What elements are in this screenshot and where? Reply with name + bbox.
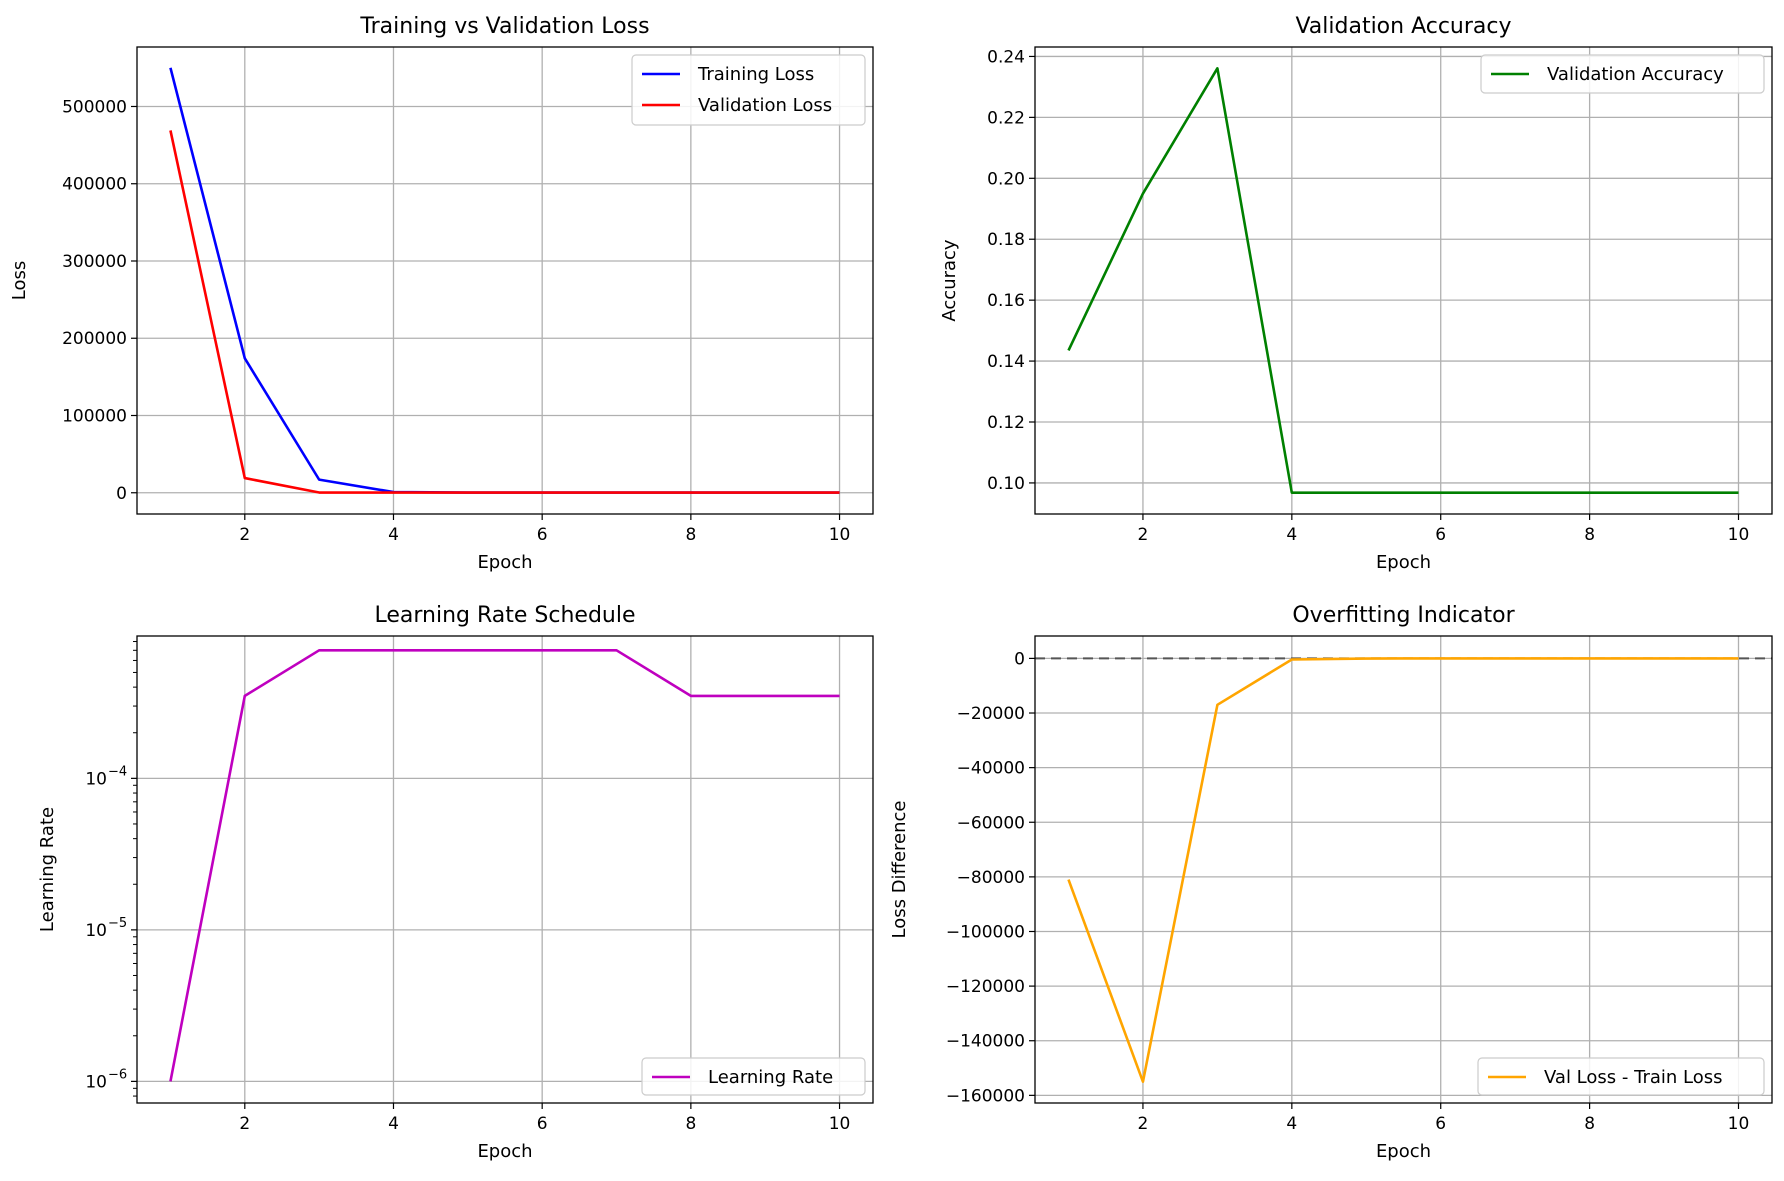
legend-box bbox=[1477, 1057, 1765, 1096]
x-tick-label: 4 bbox=[1286, 1114, 1297, 1134]
x-tick-label: 10 bbox=[1728, 525, 1750, 545]
y-tick-label: 0 bbox=[1014, 649, 1025, 669]
chart-title: Overfitting Indicator bbox=[1292, 603, 1515, 628]
x-tick-label: 2 bbox=[1138, 525, 1149, 545]
chart-title: Learning Rate Schedule bbox=[374, 603, 635, 628]
x-tick-label: 8 bbox=[1584, 525, 1595, 545]
y-tick-label: 10 bbox=[85, 1072, 107, 1092]
y-tick-label: 500000 bbox=[62, 97, 127, 117]
legend-label: Validation Accuracy bbox=[1547, 64, 1724, 85]
y-tick-label: 0.24 bbox=[987, 47, 1025, 67]
y-tick-exponent: −4 bbox=[108, 764, 127, 779]
x-tick-label: 4 bbox=[388, 525, 399, 545]
chart-overfit: 2 4 6 8 10 0 −20000 −40000 −60000 −80000 −100000 −1… bbox=[889, 603, 1773, 1162]
x-axis-label: Epoch bbox=[477, 552, 532, 573]
y-tick-label: 0.22 bbox=[987, 108, 1025, 128]
chart-accuracy: 2 4 6 8 10 0.10 0.12 0.14 0.16 0.18 0.20 0.22 0.24 Va… bbox=[939, 14, 1773, 573]
chart-title: Validation Accuracy bbox=[1295, 14, 1511, 39]
x-tick-label: 2 bbox=[239, 525, 250, 545]
x-tick-label: 10 bbox=[829, 525, 851, 545]
x-tick-label: 6 bbox=[537, 1114, 548, 1134]
series-line-0 bbox=[1067, 67, 1739, 494]
x-axis-label: Epoch bbox=[1376, 552, 1431, 573]
legend: Learning Rate bbox=[641, 1057, 866, 1096]
x-tick-label: 8 bbox=[685, 1114, 696, 1134]
y-tick-label: 0.16 bbox=[987, 291, 1025, 311]
y-axis-label: Loss Difference bbox=[889, 801, 910, 939]
chart-loss: 2 4 6 8 10 0 100000 200000 300000 400000 500000 Tra… bbox=[9, 14, 874, 573]
x-tick-label: 8 bbox=[1584, 1114, 1595, 1134]
chart-title: Training vs Validation Loss bbox=[359, 14, 649, 39]
y-tick-label: 0.18 bbox=[987, 230, 1025, 250]
y-tick-exponent: −6 bbox=[108, 1067, 127, 1082]
y-tick-label: −140000 bbox=[946, 1032, 1025, 1052]
y-axis-label: Loss bbox=[9, 261, 30, 300]
legend-label: Learning Rate bbox=[708, 1067, 833, 1088]
x-tick-label: 6 bbox=[1435, 525, 1446, 545]
legend-box bbox=[1480, 54, 1765, 94]
y-tick-label: 0.12 bbox=[987, 413, 1025, 433]
axes-frame bbox=[136, 46, 874, 515]
legend: Training Loss Validation Loss bbox=[631, 54, 866, 126]
series-line-0 bbox=[1067, 657, 1739, 1083]
legend-label: Validation Loss bbox=[698, 95, 832, 116]
x-axis-label: Epoch bbox=[1376, 1141, 1431, 1162]
y-tick-label: 0.20 bbox=[987, 169, 1025, 189]
y-tick-label: −160000 bbox=[946, 1086, 1025, 1106]
y-tick-label: 10 bbox=[85, 921, 107, 941]
axes-frame bbox=[136, 635, 874, 1104]
legend-label: Val Loss - Train Loss bbox=[1544, 1067, 1722, 1088]
legend-box bbox=[631, 54, 866, 126]
y-tick-label: −40000 bbox=[957, 759, 1025, 779]
x-tick-label: 10 bbox=[1728, 1114, 1750, 1134]
y-tick-label: 10 bbox=[85, 769, 107, 789]
y-axis-label: Learning Rate bbox=[37, 807, 58, 932]
y-tick-label: 200000 bbox=[62, 329, 127, 349]
y-tick-label: 0.10 bbox=[987, 474, 1025, 494]
y-tick-label: −80000 bbox=[957, 868, 1025, 888]
x-tick-label: 8 bbox=[685, 525, 696, 545]
series-line-0 bbox=[169, 67, 840, 494]
x-tick-label: 6 bbox=[1435, 1114, 1446, 1134]
legend-label: Training Loss bbox=[697, 64, 814, 85]
y-tick-label: 300000 bbox=[62, 252, 127, 272]
axes-frame bbox=[1034, 635, 1773, 1104]
x-tick-label: 2 bbox=[239, 1114, 250, 1134]
y-axis-label: Accuracy bbox=[939, 239, 960, 322]
series-line-1 bbox=[169, 130, 840, 494]
y-tick-label: −120000 bbox=[946, 977, 1025, 997]
y-tick-label: −60000 bbox=[957, 813, 1025, 833]
x-tick-label: 10 bbox=[829, 1114, 851, 1134]
x-tick-label: 4 bbox=[388, 1114, 399, 1134]
y-tick-label: 0.14 bbox=[987, 352, 1025, 372]
x-tick-label: 2 bbox=[1138, 1114, 1149, 1134]
x-axis-label: Epoch bbox=[477, 1141, 532, 1162]
y-tick-label: −100000 bbox=[946, 922, 1025, 942]
y-tick-label: −20000 bbox=[957, 704, 1025, 724]
x-tick-label: 4 bbox=[1286, 525, 1297, 545]
y-tick-label: 100000 bbox=[62, 407, 127, 427]
legend: Validation Accuracy bbox=[1480, 54, 1765, 94]
x-tick-label: 6 bbox=[537, 525, 548, 545]
legend: Val Loss - Train Loss bbox=[1477, 1057, 1765, 1096]
series-line-0 bbox=[169, 649, 840, 1082]
y-tick-exponent: −5 bbox=[108, 916, 127, 931]
axes-frame bbox=[1034, 46, 1773, 515]
y-tick-label: 400000 bbox=[62, 175, 127, 195]
legend-box bbox=[641, 1057, 866, 1096]
y-tick-label: 0 bbox=[116, 484, 127, 504]
